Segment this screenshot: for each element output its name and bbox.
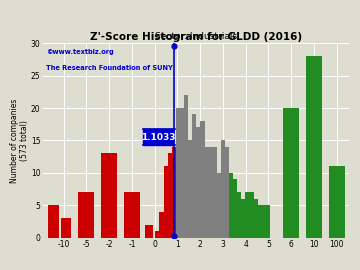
Text: The Research Foundation of SUNY: The Research Foundation of SUNY [46, 65, 173, 70]
Y-axis label: Number of companies
(573 total): Number of companies (573 total) [10, 98, 29, 183]
Bar [196, 127, 201, 238]
Bar [184, 95, 188, 238]
Bar [124, 192, 140, 238]
Bar [168, 153, 172, 238]
Bar [188, 140, 192, 238]
Text: ©www.textbiz.org: ©www.textbiz.org [46, 49, 114, 55]
Bar [204, 147, 208, 238]
Bar [61, 218, 71, 238]
Bar [155, 231, 159, 238]
Bar [213, 147, 217, 238]
Bar [208, 147, 213, 238]
Bar [237, 192, 241, 238]
Bar [201, 121, 204, 238]
Bar [266, 205, 270, 238]
Bar [180, 108, 184, 238]
Bar [329, 166, 345, 238]
Bar [241, 199, 246, 238]
Bar [145, 225, 153, 238]
Bar [254, 199, 258, 238]
Text: 1.1033: 1.1033 [141, 133, 175, 142]
Text: Sector: Industrials: Sector: Industrials [155, 32, 237, 41]
Bar [192, 114, 196, 238]
Bar [306, 56, 322, 238]
Bar [225, 147, 229, 238]
Bar [258, 205, 262, 238]
Bar [172, 147, 176, 238]
Bar [262, 205, 266, 238]
Bar [229, 173, 233, 238]
Bar [48, 205, 59, 238]
Bar [246, 192, 249, 238]
Bar [163, 166, 168, 238]
Bar [101, 153, 117, 238]
FancyBboxPatch shape [143, 129, 173, 145]
Bar [221, 140, 225, 238]
Bar [159, 212, 163, 238]
Bar [176, 108, 180, 238]
Bar [78, 192, 94, 238]
Bar [283, 108, 299, 238]
Title: Z'-Score Histogram for GLDD (2016): Z'-Score Histogram for GLDD (2016) [90, 32, 302, 42]
Bar [233, 179, 237, 238]
Bar [217, 173, 221, 238]
Bar [249, 192, 254, 238]
